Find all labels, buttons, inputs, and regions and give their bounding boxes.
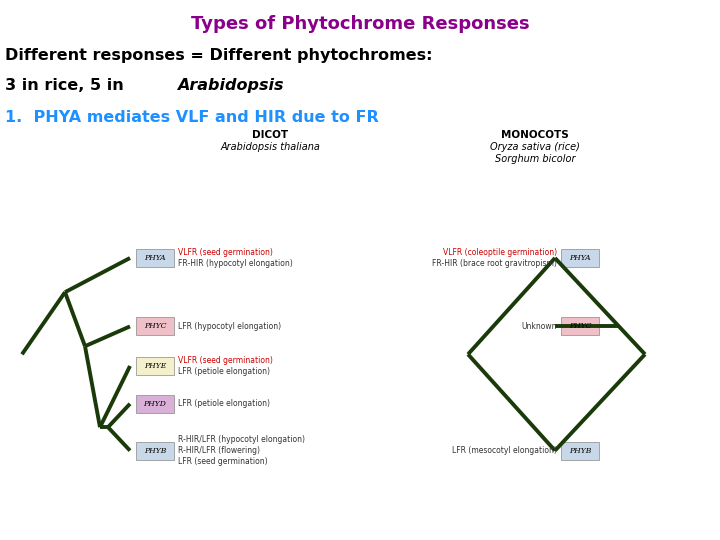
Bar — [136, 442, 174, 460]
Text: Arabidopsis thaliana: Arabidopsis thaliana — [220, 142, 320, 152]
Text: VLFR (coleoptile germination): VLFR (coleoptile germination) — [443, 248, 557, 257]
Text: R-HIR/LFR (hypocotyl elongation): R-HIR/LFR (hypocotyl elongation) — [178, 435, 305, 444]
Text: VLFR (seed germination): VLFR (seed germination) — [178, 356, 273, 365]
Text: LFR (seed germination): LFR (seed germination) — [178, 457, 268, 466]
Text: 3 in rice, 5 in: 3 in rice, 5 in — [5, 78, 130, 93]
Text: FR-HIR (brace root gravitropism): FR-HIR (brace root gravitropism) — [432, 259, 557, 268]
Text: PHYA: PHYA — [144, 254, 166, 262]
Text: Arabidopsis: Arabidopsis — [177, 78, 284, 93]
Text: PHYA: PHYA — [570, 254, 591, 262]
Bar — [136, 249, 174, 267]
Text: FR-HIR (hypocotyl elongation): FR-HIR (hypocotyl elongation) — [178, 259, 293, 268]
Text: R-HIR/LFR (flowering): R-HIR/LFR (flowering) — [178, 446, 260, 455]
Text: LFR (mesocotyl elongation): LFR (mesocotyl elongation) — [452, 446, 557, 455]
Text: PHYB: PHYB — [569, 447, 591, 455]
Bar — [561, 318, 599, 335]
Text: MONOCOTS: MONOCOTS — [501, 130, 569, 140]
Text: LFR (hypocotyl elongation): LFR (hypocotyl elongation) — [178, 322, 281, 331]
Text: PHYE: PHYE — [144, 362, 166, 370]
Text: LFR (petiole elongation): LFR (petiole elongation) — [178, 367, 270, 376]
Bar — [561, 249, 599, 267]
Text: Sorghum bicolor: Sorghum bicolor — [495, 154, 575, 164]
Text: Oryza sativa (rice): Oryza sativa (rice) — [490, 142, 580, 152]
Text: DICOT: DICOT — [252, 130, 288, 140]
Text: Different responses = Different phytochromes:: Different responses = Different phytochr… — [5, 48, 433, 63]
Bar — [136, 357, 174, 375]
Text: PHYB: PHYB — [144, 447, 166, 455]
Bar — [136, 395, 174, 413]
Text: PHYC: PHYC — [569, 322, 591, 330]
Text: Unknown: Unknown — [521, 322, 557, 331]
Text: PHYC: PHYC — [144, 322, 166, 330]
Text: VLFR (seed germination): VLFR (seed germination) — [178, 248, 273, 257]
Text: 1.  PHYA mediates VLF and HIR due to FR: 1. PHYA mediates VLF and HIR due to FR — [5, 110, 379, 125]
Text: LFR (petiole elongation): LFR (petiole elongation) — [178, 399, 270, 408]
Bar — [561, 442, 599, 460]
Bar — [136, 318, 174, 335]
Text: Types of Phytochrome Responses: Types of Phytochrome Responses — [191, 15, 529, 33]
Text: PHYD: PHYD — [143, 400, 166, 408]
